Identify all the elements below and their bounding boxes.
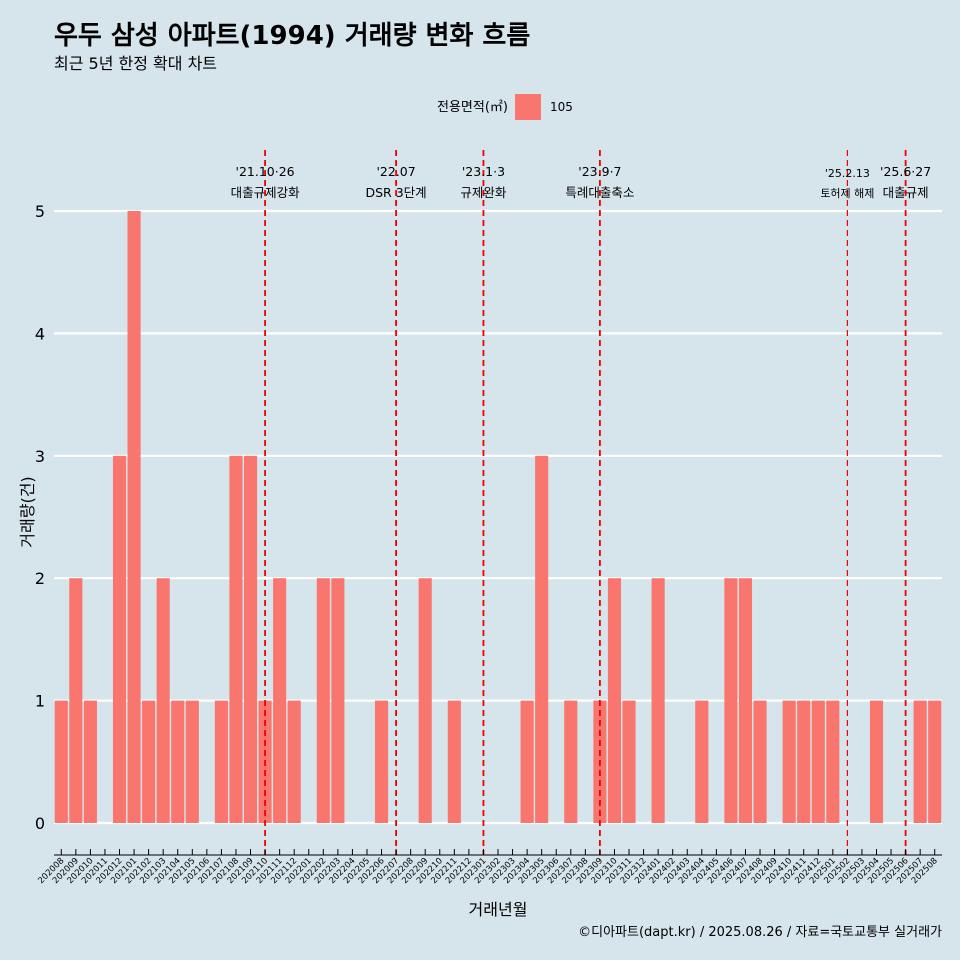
bar (214, 700, 228, 823)
bar (753, 700, 767, 823)
bar (331, 578, 345, 823)
event-date: '22.07 (376, 164, 415, 179)
y-tick-label: 3 (35, 447, 45, 466)
event-date: '23.1·3 (462, 164, 505, 179)
y-tick-label: 0 (35, 814, 45, 833)
bar (54, 700, 68, 823)
event-date: '25.6·27 (880, 164, 931, 179)
chart-subtitle: 최근 5년 한정 확대 차트 (54, 54, 217, 73)
legend-label: 105 (550, 100, 573, 114)
bar (651, 578, 665, 823)
bar (622, 700, 636, 823)
bar (112, 455, 127, 823)
y-tick-label: 4 (35, 324, 45, 343)
bar (782, 700, 796, 823)
y-tick-label: 2 (35, 569, 45, 588)
legend-title: 전용면적(㎡) (437, 100, 508, 115)
event-date: '21.10·26 (236, 164, 295, 179)
bar (142, 700, 156, 823)
bar (797, 700, 811, 823)
bar (418, 578, 432, 823)
bar (185, 700, 199, 823)
legend-swatch (515, 94, 541, 120)
event-label: 규제완화 (460, 185, 507, 200)
bar (520, 700, 534, 823)
bar (243, 455, 258, 823)
bar (738, 578, 753, 823)
event-date: '23.9·7 (578, 164, 621, 179)
bar (156, 578, 170, 823)
bar (273, 578, 287, 823)
caption: ©디아파트(dapt.kr) / 2025.08.26 / 자료=국토교통부 실… (578, 925, 942, 940)
bar (287, 700, 301, 823)
bar (447, 700, 461, 823)
bar (811, 700, 825, 823)
bar (826, 700, 840, 823)
y-tick-label: 5 (35, 202, 45, 221)
legend: 전용면적(㎡) 105 (437, 94, 573, 120)
bar (724, 578, 738, 823)
chart-title: 우두 삼성 아파트(1994) 거래량 변화 흐름 (54, 21, 530, 51)
event-annotations: '21.10·26 대출규제강화 '22.07 DSR 3단계 '23.1·3 규제완화 '… (231, 164, 932, 200)
bar (869, 700, 884, 823)
event-label: 특례대출축소 (565, 185, 634, 200)
bar (83, 700, 97, 823)
bar (316, 578, 330, 823)
bar (535, 455, 549, 823)
bar (127, 211, 141, 823)
bar (913, 700, 927, 823)
bar (374, 700, 389, 823)
event-label: DSR 3단계 (366, 185, 427, 200)
event-label: 대출규제 (883, 185, 929, 200)
bar (229, 455, 243, 823)
y-tick-label: 1 (35, 692, 45, 711)
bar (695, 700, 709, 823)
x-axis-title: 거래년월 (469, 900, 528, 919)
event-label: 토허제 해제 (820, 186, 874, 200)
x-axis: 2020082020092020102020112020122021012021… (36, 849, 942, 886)
y-axis-ticks: 0 1 2 3 4 5 (35, 202, 45, 833)
y-axis-title: 거래량(건) (18, 476, 37, 547)
bar (928, 700, 942, 823)
event-date: '25.2.13 (825, 167, 870, 180)
bar (171, 700, 185, 823)
bar (564, 700, 578, 823)
event-lines (264, 150, 907, 855)
bars (54, 211, 942, 823)
event-label: 대출규제강화 (231, 185, 301, 200)
bar (69, 578, 83, 823)
bar (607, 578, 622, 823)
